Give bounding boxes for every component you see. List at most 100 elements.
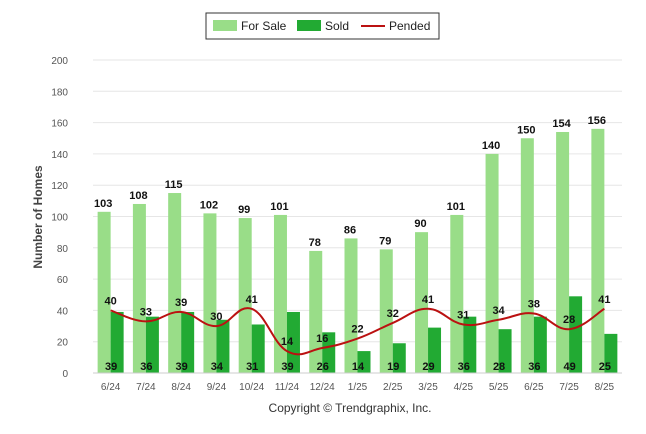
y-axis-ticks: 0 20 40 60 80 100 120 140 160 180 200 [51,56,68,380]
label-sold: 36 [458,361,470,373]
x-tick-label: 11/24 [275,382,300,393]
bar-sold [110,311,124,373]
label-sold: 28 [493,361,505,373]
bars [97,128,618,373]
bar-sold [428,327,442,373]
y-tick-label: 200 [51,56,68,67]
bar-for-sale [591,128,605,373]
label-pended: 31 [457,309,469,321]
label-sold: 25 [599,361,611,373]
label-sold: 39 [105,361,117,373]
label-sold: 19 [387,361,399,373]
label-sold: 49 [563,361,575,373]
label-sold: 36 [528,361,540,373]
bar-for-sale [485,153,499,373]
y-tick-label: 60 [57,275,69,286]
label-for-sale: 115 [165,179,183,191]
label-pended: 16 [316,333,328,345]
label-for-sale: 150 [517,124,535,136]
label-pended: 34 [492,305,505,317]
x-tick-label: 10/24 [239,382,264,393]
label-for-sale: 140 [482,140,500,152]
label-pended: 14 [281,336,294,348]
label-for-sale: 103 [94,198,112,210]
legend: For Sale Sold Pended [205,12,440,40]
x-tick-label: 2/25 [383,382,403,393]
y-tick-label: 180 [51,87,68,98]
bar-for-sale [97,211,111,373]
bar-sold [286,311,300,373]
bar-sold [357,351,371,373]
bar-sold [216,319,230,373]
copyright-text: Copyright © Trendgraphix, Inc. [269,401,432,415]
legend-label-for-sale: For Sale [241,19,287,33]
label-pended: 41 [246,294,258,306]
x-tick-label: 4/25 [454,382,474,393]
label-pended: 33 [140,306,152,318]
label-pended: 28 [563,314,575,326]
x-tick-label: 7/25 [559,382,579,393]
bar-for-sale [273,214,287,373]
label-for-sale: 154 [552,118,571,130]
label-pended: 30 [210,311,222,323]
x-tick-label: 6/24 [101,382,121,393]
x-axis-ticks: 6/24 7/24 8/24 9/24 10/24 11/24 12/24 1/25 2/25 3… [101,382,615,393]
label-for-sale: 108 [129,190,147,202]
bar-sold [569,296,583,373]
pended-line [110,307,605,356]
y-axis-label: Number of Homes [31,165,45,269]
y-tick-label: 100 [51,213,68,224]
y-tick-label: 40 [57,306,69,317]
bar-sold [533,316,547,373]
y-tick-label: 0 [62,369,68,380]
label-for-sale: 101 [447,201,465,213]
label-for-sale: 90 [414,218,426,230]
x-tick-label: 9/24 [207,382,227,393]
bar-for-sale [520,138,534,373]
bar-for-sale [450,214,464,373]
label-for-sale: 101 [270,201,288,213]
label-sold: 26 [317,361,329,373]
legend-box [205,12,440,40]
bar-sold [181,311,195,373]
bar-sold [392,343,406,373]
label-sold: 39 [176,361,188,373]
x-tick-label: 8/25 [595,382,615,393]
label-for-sale: 99 [238,204,250,216]
x-tick-label: 8/24 [171,382,191,393]
pended-line-group [110,307,605,356]
bar-sold [145,316,159,373]
y-tick-label: 20 [57,338,69,349]
label-pended: 41 [598,294,610,306]
x-tick-label: 3/25 [418,382,438,393]
label-sold: 14 [352,361,365,373]
legend-label-sold: Sold [325,19,349,33]
bar-for-sale [344,238,358,373]
x-tick-label: 5/25 [489,382,509,393]
bar-for-sale [556,131,570,373]
x-tick-label: 7/24 [136,382,156,393]
bar-sold [604,333,618,373]
bar-for-sale [168,193,182,373]
label-sold: 39 [281,361,293,373]
label-sold: 34 [211,361,224,373]
bar-sold [251,324,265,373]
legend-swatch-sold [297,20,321,31]
label-pended: 39 [175,297,187,309]
bar-sold [498,329,512,373]
bar-for-sale [379,249,393,373]
y-tick-label: 140 [51,150,68,161]
x-tick-label: 12/24 [310,382,335,393]
bar-for-sale [203,213,217,373]
label-pended: 22 [351,324,363,336]
label-for-sale: 156 [588,115,606,127]
label-pended: 40 [105,295,117,307]
label-pended: 38 [528,299,540,311]
label-for-sale: 86 [344,224,356,236]
label-sold: 29 [422,361,434,373]
label-for-sale: 102 [200,199,218,211]
y-tick-label: 80 [57,244,69,255]
legend-swatch-for-sale [213,20,237,31]
